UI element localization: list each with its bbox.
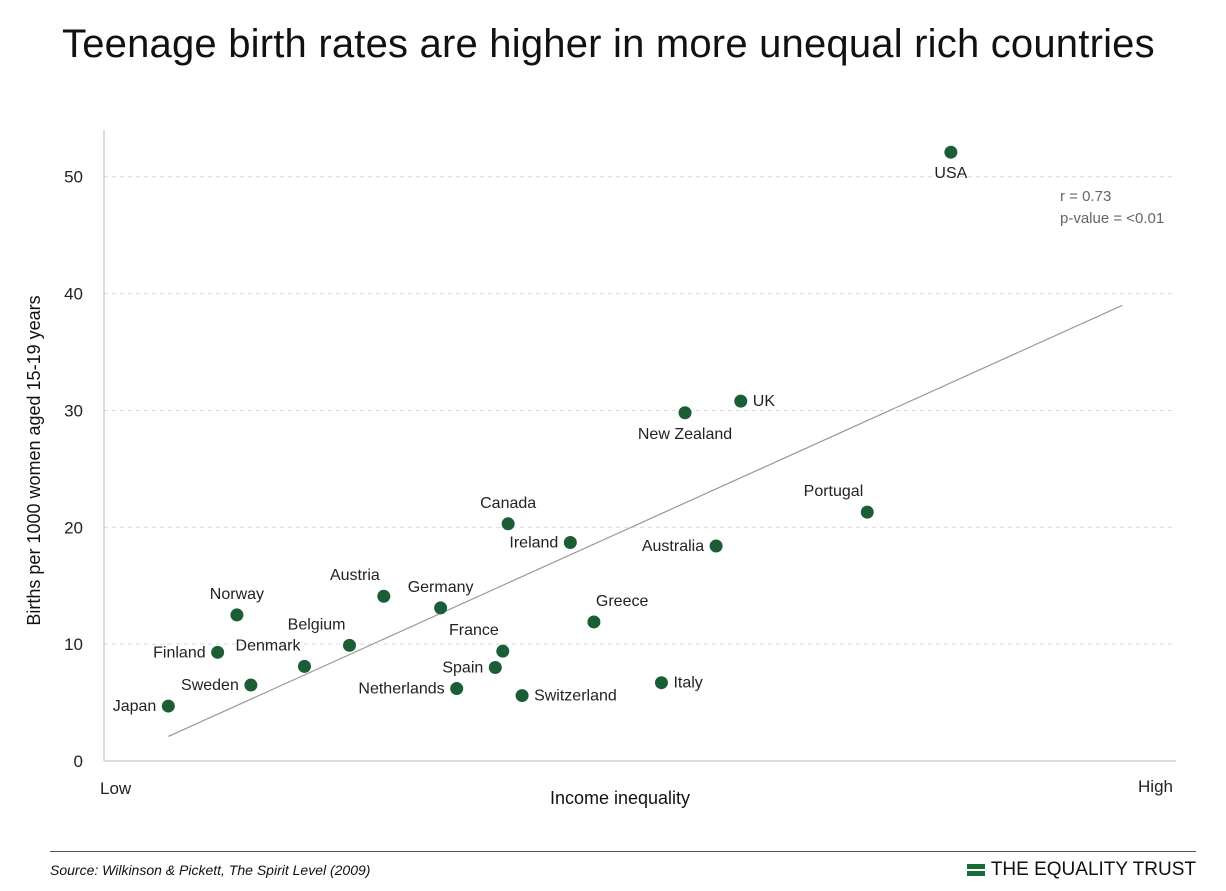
- y-tick-label: 30: [64, 401, 83, 420]
- point-label-australia: Australia: [642, 538, 704, 555]
- point-spain: [488, 661, 502, 675]
- point-switzerland: [515, 689, 529, 703]
- point-label-italy: Italy: [673, 675, 702, 692]
- point-belgium: [342, 638, 356, 652]
- point-label-canada: Canada: [480, 495, 536, 512]
- axes: 0 10 20 30 40 50 Low High Income inequality Birth…: [24, 130, 1176, 808]
- point-netherlands: [450, 682, 464, 696]
- y-tick-label: 40: [64, 285, 83, 304]
- correlation-r: r = 0.73: [1060, 188, 1112, 205]
- point-label-portugal: Portugal: [804, 483, 864, 500]
- point-label-switzerland: Switzerland: [534, 688, 617, 705]
- point-australia: [709, 539, 723, 553]
- point-label-new-zealand: New Zealand: [638, 426, 732, 443]
- point-greece: [587, 615, 601, 629]
- points-group: [161, 145, 958, 713]
- equals-icon: [966, 863, 985, 877]
- x-tick-label-low: Low: [100, 779, 132, 798]
- point-italy: [654, 676, 668, 690]
- trend-line-group: [168, 304, 1123, 738]
- x-tick-label-high: High: [1138, 777, 1173, 796]
- point-label-spain: Spain: [442, 660, 483, 677]
- x-axis-title: Income inequality: [550, 788, 690, 808]
- point-label-usa: USA: [934, 165, 967, 182]
- point-label-finland: Finland: [153, 644, 205, 661]
- point-japan: [161, 699, 175, 713]
- point-label-norway: Norway: [210, 586, 264, 603]
- point-uk: [734, 394, 748, 408]
- point-label-denmark: Denmark: [236, 637, 302, 654]
- point-label-greece: Greece: [596, 593, 649, 610]
- point-denmark: [297, 659, 311, 673]
- point-portugal: [860, 505, 874, 519]
- point-label-austria: Austria: [330, 567, 380, 584]
- point-label-ireland: Ireland: [509, 534, 558, 551]
- point-france: [496, 644, 510, 658]
- trend-line: [168, 304, 1123, 738]
- point-ireland: [563, 535, 577, 549]
- y-tick-label: 20: [64, 518, 83, 537]
- point-labels-group: Japan Finland Norway Sweden Denmark Belgium Au…: [113, 165, 968, 715]
- point-austria: [377, 589, 391, 603]
- p-value: p-value = <0.01: [1060, 210, 1165, 227]
- point-canada: [501, 517, 515, 531]
- point-norway: [230, 608, 244, 622]
- brand-logo: THE EQUALITY TRUST: [966, 859, 1196, 881]
- point-germany: [434, 601, 448, 615]
- point-label-sweden: Sweden: [181, 677, 239, 694]
- point-label-belgium: Belgium: [288, 616, 346, 633]
- point-label-france: France: [449, 622, 499, 639]
- stats-box: r = 0.73 p-value = <0.01: [1060, 186, 1164, 230]
- source-note: Source: Wilkinson & Pickett, The Spirit …: [50, 862, 371, 878]
- y-tick-label: 0: [74, 752, 83, 771]
- point-usa: [944, 145, 958, 159]
- point-finland: [211, 645, 225, 659]
- chart-title: Teenage birth rates are higher in more u…: [62, 22, 1155, 66]
- y-tick-label: 50: [64, 168, 83, 187]
- point-label-germany: Germany: [408, 579, 474, 596]
- point-label-netherlands: Netherlands: [358, 681, 444, 698]
- point-label-japan: Japan: [113, 698, 157, 715]
- point-label-uk: UK: [753, 393, 776, 410]
- gridlines: [104, 176, 1176, 645]
- point-sweden: [244, 678, 258, 692]
- y-tick-label: 10: [64, 635, 83, 654]
- y-axis-title: Births per 1000 women aged 15-19 years: [24, 295, 44, 625]
- footer-divider: [50, 851, 1196, 852]
- brand-name: THE EQUALITY TRUST: [990, 859, 1196, 880]
- point-new-zealand: [678, 406, 692, 420]
